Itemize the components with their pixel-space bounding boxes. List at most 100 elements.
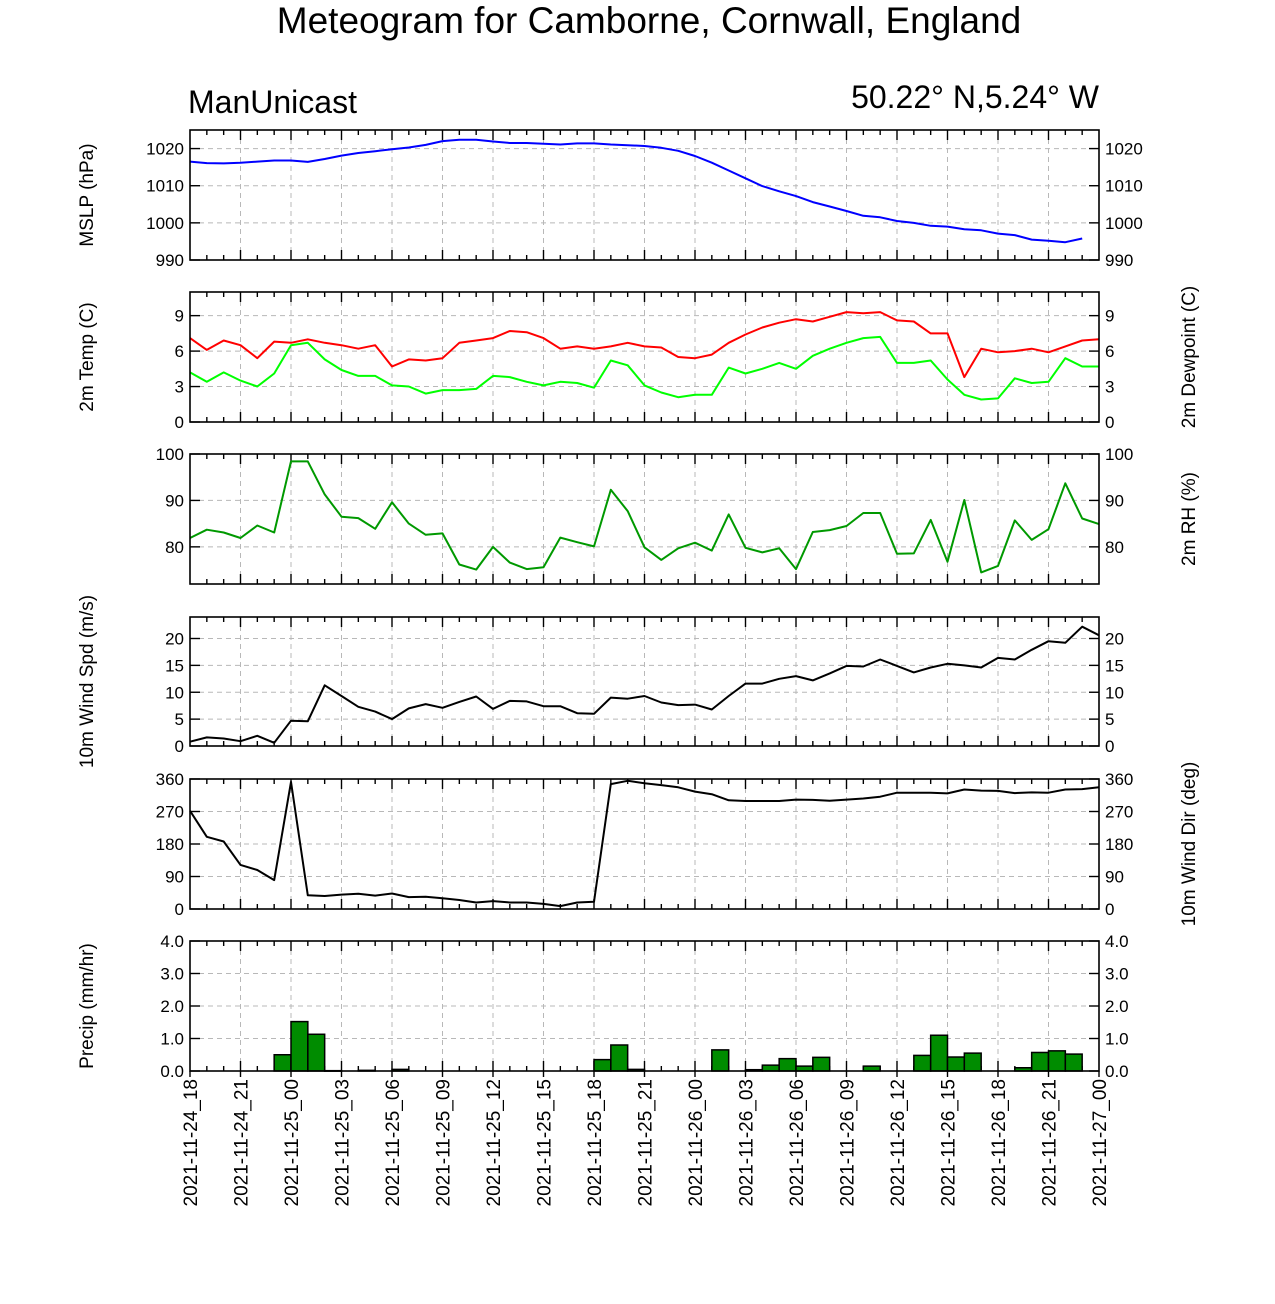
ytick-label-right: 180: [1105, 835, 1133, 854]
xtick-label: 2021-11-26_06: [787, 1079, 808, 1206]
precip-bar: [778, 1057, 797, 1072]
precip-bar: [946, 1056, 966, 1072]
precip-bar: [307, 1033, 326, 1072]
ytick-label-left: 0: [175, 413, 184, 432]
panel-wind_speed: 0 0 5 5 10 10 15 15 20 20 10m Wind Spd (m/s): [77, 595, 1124, 768]
xtick-label: 2021-11-27_00: [1090, 1079, 1111, 1206]
ytick-label-right: 0: [1105, 900, 1114, 919]
ytick-label-left: 20: [165, 630, 184, 649]
precip-bar: [1030, 1051, 1050, 1072]
ytick-label-left: 90: [165, 491, 184, 510]
ytick-label-right: 360: [1105, 770, 1133, 789]
panel-precipitation: 0.0 0.0 1.0 1.0 2.0 2.0 3.0 3.0 4.0 4.0 Precip (mm…: [77, 932, 1129, 1081]
precip-bar: [1047, 1050, 1067, 1072]
ytick-label-left: 10: [165, 683, 184, 702]
ytick-label-left: 180: [156, 835, 184, 854]
xtick-label: 2021-11-25_09: [434, 1079, 455, 1206]
ytick-label-left: 6: [175, 342, 184, 361]
panel-frame: [189, 778, 1100, 910]
ylabel-left: Precip (mm/hr): [77, 943, 98, 1069]
model-label: ManUnicast: [188, 84, 357, 120]
ytick-label-left: 5: [175, 710, 184, 729]
xtick-label: 2021-11-26_15: [939, 1079, 960, 1206]
panel-wind_direction: 0 0 90 90 180 180 270 270 360 360 10m Wind Dir (de…: [156, 762, 1200, 927]
location-label: 50.22° N,5.24° W: [851, 79, 1100, 115]
xtick-label: 2021-11-25_03: [333, 1079, 354, 1206]
ylabel-left: 10m Wind Spd (m/s): [77, 595, 98, 768]
ytick-label-right: 6: [1105, 342, 1114, 361]
precip-bar: [913, 1054, 932, 1072]
ytick-label-left: 1.0: [160, 1030, 184, 1049]
ytick-label-right: 2.0: [1105, 997, 1129, 1016]
ytick-label-right: 20: [1105, 630, 1124, 649]
ytick-label-right: 5: [1105, 710, 1114, 729]
panel-frame: [189, 616, 1100, 747]
ytick-label-left: 80: [165, 538, 184, 557]
ytick-label-left: 270: [156, 803, 184, 822]
xtick-label: 2021-11-25_21: [636, 1079, 657, 1206]
precip-bar: [963, 1052, 982, 1072]
panel-frame: [189, 291, 1100, 423]
xtick-label: 2021-11-26_00: [686, 1079, 707, 1206]
precip-bar: [1064, 1053, 1083, 1072]
ylabel-right: 2m RH (%): [1179, 472, 1200, 566]
series-line-mslp-0: [189, 138, 1083, 244]
xtick-label: 2021-11-25_12: [484, 1079, 505, 1206]
ytick-label-left: 2.0: [160, 997, 184, 1016]
xtick-label: 2021-11-26_21: [1040, 1079, 1061, 1206]
series-line-temperature-1: [189, 335, 1099, 401]
xtick-label: 2021-11-25_06: [383, 1079, 404, 1206]
ytick-label-right: 0: [1105, 413, 1114, 432]
ytick-label-right: 1.0: [1105, 1030, 1129, 1049]
ytick-label-right: 0: [1105, 737, 1114, 756]
xtick-label: 2021-11-25_18: [585, 1079, 606, 1206]
ytick-label-left: 15: [165, 656, 184, 675]
ylabel-left: 2m Temp (C): [77, 302, 98, 411]
ytick-label-right: 80: [1105, 538, 1124, 557]
ytick-label-left: 0: [175, 737, 184, 756]
ytick-label-left: 100: [156, 445, 184, 464]
chart-title: Meteogram for Camborne, Cornwall, Englan…: [277, 0, 1021, 41]
ytick-label-right: 90: [1105, 868, 1124, 887]
xtick-label: 2021-11-26_12: [888, 1079, 909, 1206]
precip-bar: [929, 1034, 949, 1072]
panel-temperature: 0 0 3 3 6 6 9 9 2m Temp (C) 2m Dewpoint (C): [77, 286, 1200, 432]
ytick-label-right: 1020: [1105, 140, 1143, 159]
ytick-label-right: 15: [1105, 656, 1124, 675]
ytick-label-left: 0: [175, 900, 184, 919]
precip-bar: [290, 1020, 309, 1072]
xtick-label: 2021-11-24_21: [232, 1079, 253, 1206]
ytick-label-right: 100: [1105, 445, 1133, 464]
xtick-label: 2021-11-25_15: [535, 1079, 556, 1206]
ytick-label-left: 4.0: [160, 932, 184, 951]
panel-mslp: 990 990 1000 1000 1010 1010 1020 1020 MSLP (hPa): [77, 129, 1143, 270]
ytick-label-left: 3: [175, 378, 184, 397]
ytick-label-right: 990: [1105, 251, 1133, 270]
series-line-temperature-0: [189, 311, 1100, 379]
ytick-label-left: 1010: [146, 177, 184, 196]
ytick-label-left: 990: [156, 251, 184, 270]
xtick-label: 2021-11-24_18: [181, 1079, 202, 1206]
panel-frame: [189, 129, 1100, 261]
ytick-label-left: 9: [175, 307, 184, 326]
ylabel-left: MSLP (hPa): [77, 143, 98, 246]
ytick-label-right: 1010: [1105, 177, 1143, 196]
ytick-label-right: 3.0: [1105, 965, 1129, 984]
ytick-label-left: 360: [156, 770, 184, 789]
ytick-label-left: 0.0: [160, 1062, 184, 1081]
ytick-label-right: 90: [1105, 491, 1124, 510]
precip-bar: [761, 1064, 780, 1072]
ytick-label-left: 3.0: [160, 965, 184, 984]
series-line-wind_direction-0: [189, 779, 1100, 908]
precip-bar: [593, 1058, 612, 1072]
xtick-label: 2021-11-25_00: [282, 1079, 303, 1206]
precip-bar: [610, 1044, 629, 1072]
precip-bar: [711, 1049, 730, 1072]
time-axis: 2021-11-24_18 2021-11-24_21 2021-11-25_00 2…: [181, 1071, 1111, 1206]
ytick-label-right: 270: [1105, 803, 1133, 822]
ytick-label-right: 10: [1105, 683, 1124, 702]
panel-relative_humidity: 80 80 90 90 100 100 2m RH (%): [156, 445, 1200, 585]
